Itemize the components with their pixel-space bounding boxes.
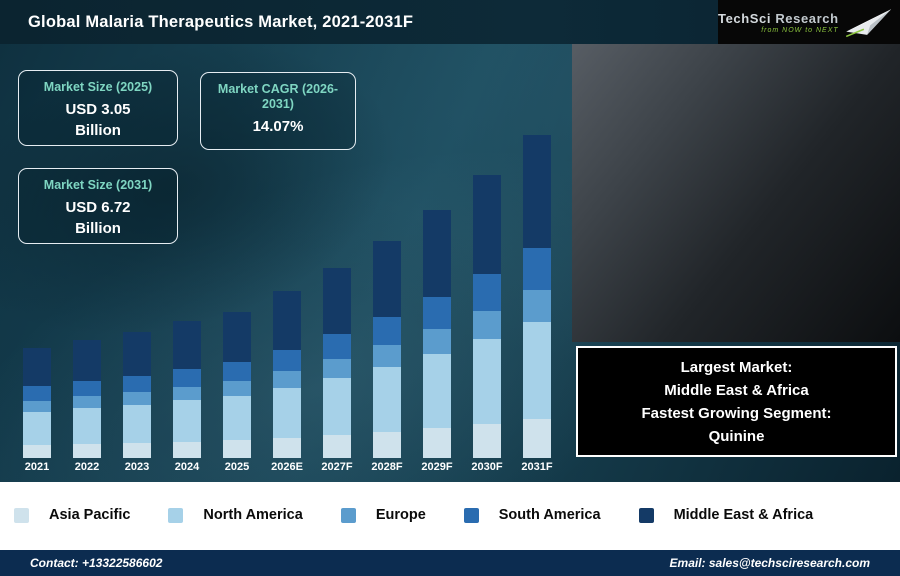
- info-box-value: USD 3.05: [65, 101, 131, 118]
- legend-label-middle-east-africa: Middle East & Africa: [673, 507, 814, 523]
- info-box-title: Market CAGR (2026-2031): [217, 82, 339, 111]
- legend-swatch-south-america: [463, 507, 479, 523]
- contact-phone: Contact: +13322586602: [30, 556, 163, 570]
- logo-brand-secondary: Research: [775, 10, 839, 26]
- legend-swatch-middle-east-africa: [638, 507, 654, 523]
- techsci-logo: TechSci Research from NOW to NEXT: [718, 0, 900, 44]
- legend-label-asia-pacific: Asia Pacific: [49, 507, 131, 523]
- legend-item-south-america: South America: [463, 507, 601, 523]
- info-box-unit: Billion: [75, 220, 121, 237]
- info-box-title: Market Size (2031): [43, 178, 153, 192]
- logo-tagline: from NOW to NEXT: [761, 26, 839, 34]
- logo-brand: TechSci Research: [718, 11, 839, 26]
- chart-legend: Asia Pacific North America Europe South Ame…: [0, 482, 900, 548]
- info-box-value: 14.07%: [252, 118, 304, 135]
- legend-item-middle-east-africa: Middle East & Africa: [638, 507, 814, 523]
- legend-label-europe: Europe: [375, 507, 426, 523]
- highlight-fastest-segment-label: Fastest Growing Segment:: [641, 404, 832, 422]
- product-image-panel: [572, 44, 900, 342]
- logo-text: TechSci Research from NOW to NEXT: [718, 11, 839, 34]
- header-bar: Global Malaria Therapeutics Market, 2021…: [0, 0, 900, 44]
- info-box-title: Market Size (2025): [43, 80, 153, 94]
- info-box-value: USD 6.72: [65, 199, 131, 216]
- highlight-box: Largest Market: Middle East & Africa Fas…: [576, 346, 897, 457]
- legend-swatch-asia-pacific: [14, 507, 29, 523]
- legend-swatch-europe: [340, 507, 356, 523]
- highlight-fastest-segment-value: Quinine: [708, 427, 765, 445]
- legend-item-north-america: North America: [168, 507, 303, 523]
- legend-label-north-america: North America: [203, 507, 303, 523]
- page-title: Global Malaria Therapeutics Market, 2021…: [28, 12, 414, 31]
- info-box-market-size-2031: Market Size (2031) USD 6.72 Billion: [18, 168, 178, 244]
- legend-item-europe: Europe: [340, 507, 426, 523]
- highlight-largest-market-value: Middle East & Africa: [664, 381, 809, 399]
- legend-swatch-north-america: [168, 507, 184, 523]
- highlight-largest-market-label: Largest Market:: [680, 358, 793, 376]
- footer-bar: Contact: +13322586602 Email: sales@techs…: [0, 548, 900, 576]
- legend-item-asia-pacific: Asia Pacific: [14, 507, 130, 523]
- info-box-unit: Billion: [75, 122, 121, 139]
- paper-plane-icon: [845, 9, 891, 38]
- info-box-market-size-2025: Market Size (2025) USD 3.05 Billion: [18, 70, 178, 146]
- contact-email: Email: sales@techsciresearch.com: [669, 556, 870, 570]
- logo-brand-primary: TechSci: [718, 10, 772, 26]
- info-box-market-cagr: Market CAGR (2026-2031) 14.07%: [200, 72, 356, 150]
- legend-label-south-america: South America: [498, 507, 601, 523]
